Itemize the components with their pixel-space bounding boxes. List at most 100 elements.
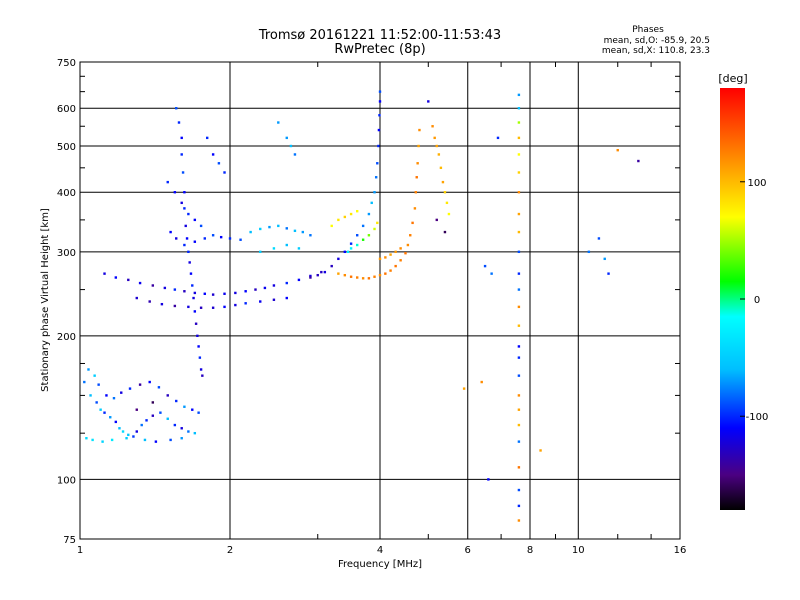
data-point (377, 128, 381, 132)
data-point (441, 180, 445, 184)
data-point (194, 322, 198, 325)
data-point (404, 252, 407, 255)
data-point (517, 93, 521, 97)
data-point (121, 430, 125, 433)
data-point (180, 437, 183, 440)
data-point (177, 121, 181, 124)
data-point (367, 277, 371, 280)
data-point (193, 431, 197, 435)
data-point (91, 438, 94, 442)
data-point (539, 449, 542, 452)
data-point (192, 296, 195, 300)
data-point (187, 212, 190, 216)
data-point (361, 238, 365, 241)
data-point (159, 411, 162, 414)
data-point (355, 209, 359, 213)
data-point (244, 290, 247, 293)
data-point (114, 420, 118, 424)
data-point (285, 243, 288, 247)
data-point (349, 275, 353, 278)
data-point (517, 440, 521, 443)
data-point (180, 427, 183, 430)
data-point (349, 212, 353, 216)
data-point (85, 437, 88, 440)
x-tick-label: 1 (77, 545, 83, 556)
data-point (175, 399, 178, 403)
data-point (337, 257, 340, 261)
data-point (361, 224, 365, 228)
data-point (223, 171, 226, 174)
data-point (132, 435, 135, 438)
colorbar-tick-label: 0 (754, 295, 760, 306)
data-point (480, 380, 483, 384)
y-tick-label: 500 (57, 142, 76, 153)
x-axis-label: Frequency [MHz] (338, 559, 422, 570)
data-point (337, 218, 340, 222)
data-point (175, 107, 178, 110)
data-point (389, 269, 392, 272)
data-point (517, 345, 521, 348)
data-point (517, 519, 521, 522)
data-point (462, 387, 466, 390)
data-point (277, 121, 280, 124)
data-point (367, 234, 371, 237)
data-point (166, 394, 169, 397)
y-tick-label: 300 (57, 248, 76, 259)
data-point (148, 380, 151, 384)
data-point (169, 230, 172, 234)
data-point (616, 148, 619, 152)
data-point (173, 191, 177, 194)
data-point (343, 215, 347, 219)
data-point (411, 221, 414, 225)
y-tick-label: 750 (57, 58, 76, 69)
data-point (197, 345, 200, 348)
data-point (211, 234, 215, 237)
data-point (297, 247, 301, 250)
data-point (125, 437, 128, 440)
data-point (201, 374, 204, 377)
data-point (597, 237, 601, 240)
data-point (183, 207, 186, 210)
data-point (517, 394, 521, 397)
data-point (377, 144, 380, 148)
data-point (135, 296, 138, 300)
data-point (101, 440, 104, 443)
data-point (418, 128, 421, 132)
data-point (120, 391, 123, 394)
data-point (87, 368, 90, 371)
data-point (293, 229, 297, 233)
data-point (249, 230, 252, 234)
data-point (316, 273, 319, 277)
data-point (135, 430, 138, 433)
data-point (607, 272, 610, 275)
y-tick-labels: 75 100 200 300 400 500 600 750 (57, 58, 76, 546)
data-point (272, 247, 276, 250)
data-point (349, 247, 353, 250)
y-tick-label: 200 (57, 332, 76, 343)
data-point (384, 272, 387, 275)
data-point (189, 272, 193, 275)
data-point (343, 273, 347, 277)
y-tick-label: 400 (57, 188, 76, 199)
data-point (337, 272, 340, 275)
data-point (193, 310, 197, 313)
data-point (496, 136, 500, 140)
data-point (373, 227, 376, 231)
data-point (105, 394, 108, 397)
data-point (517, 488, 521, 492)
x-tick-label: 2 (227, 545, 233, 556)
data-point (175, 237, 178, 240)
data-point (103, 272, 106, 275)
data-point (285, 227, 288, 230)
data-point (376, 221, 379, 225)
data-point (259, 227, 262, 231)
data-point (427, 100, 430, 103)
data-point (138, 383, 142, 386)
data-point (110, 438, 114, 442)
data-point (151, 284, 155, 287)
data-point (169, 438, 172, 442)
data-point (239, 238, 242, 241)
data-point (373, 275, 376, 278)
data-point (517, 171, 521, 174)
